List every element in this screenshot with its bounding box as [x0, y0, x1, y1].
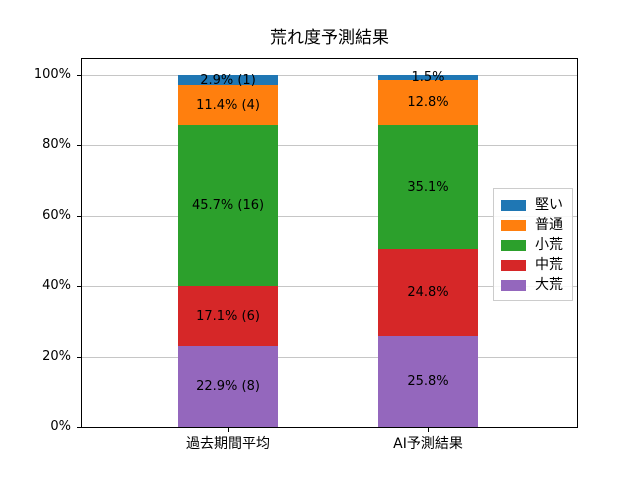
legend-item: 大荒 — [501, 275, 565, 295]
y-axis-tick — [77, 427, 81, 428]
chart-title: 荒れ度予測結果 — [270, 28, 389, 48]
bar-segment-label: 1.5% — [411, 70, 445, 86]
bar-segment-label: 24.8% — [407, 285, 449, 301]
y-axis-tick — [77, 356, 81, 358]
legend-swatch — [501, 219, 526, 231]
bar-segment: 35.1% — [378, 125, 478, 249]
y-tick-label: 60% — [42, 207, 71, 223]
y-axis-tick — [77, 286, 81, 288]
bar-segment: 12.8% — [378, 80, 478, 126]
y-axis-tick — [77, 145, 81, 147]
legend-label: 大荒 — [535, 277, 563, 293]
legend-label: 普通 — [535, 217, 563, 233]
gridline — [82, 75, 577, 76]
y-tick-label: 40% — [42, 278, 71, 294]
bar-segment: 24.8% — [378, 248, 478, 337]
legend-label: 小荒 — [535, 237, 563, 253]
y-tick-label: 100% — [33, 67, 71, 82]
legend-item: 普通 — [501, 215, 565, 235]
bar-segment-label: 17.1% (6) — [196, 308, 260, 324]
bar-segment: 1.5% — [378, 70, 478, 86]
y-tick-label: 0% — [50, 419, 71, 434]
legend-item: 小荒 — [501, 235, 565, 255]
legend-swatch — [501, 279, 526, 291]
bar-segment-label: 35.1% — [407, 179, 449, 195]
bar-segment-label: 45.7% (16) — [191, 198, 265, 214]
y-tick-label: 80% — [42, 137, 71, 153]
bar-segment: 45.7% (16) — [178, 125, 278, 287]
legend-item: 中荒 — [501, 255, 565, 275]
gridline — [82, 145, 577, 147]
legend-label: 堅い — [535, 197, 563, 213]
x-axis-tick — [428, 428, 429, 432]
y-tick-label: 20% — [42, 348, 71, 364]
bar-segment: 2.9% (1) — [178, 72, 278, 88]
bar-segment-label: 11.4% (4) — [196, 97, 260, 113]
bar-segment-label: 12.8% — [407, 95, 449, 111]
legend-label: 中荒 — [535, 257, 563, 273]
bar-segment: 11.4% (4) — [178, 85, 278, 126]
legend-swatch — [501, 259, 526, 271]
legend: 堅い普通小荒中荒大荒 — [493, 188, 573, 301]
bar-segment-label: 22.9% (8) — [196, 379, 260, 395]
legend-swatch — [501, 239, 526, 251]
x-tick-label: AI予測結果 — [393, 436, 463, 452]
bar-segment: 25.8% — [378, 336, 478, 427]
bar-segment-label: 2.9% (1) — [200, 72, 256, 88]
gridline — [82, 286, 577, 288]
y-axis-tick — [77, 75, 81, 76]
x-tick-label: 過去期間平均 — [186, 436, 270, 452]
gridline — [82, 356, 577, 358]
legend-swatch — [501, 199, 526, 211]
bar-segment: 17.1% (6) — [178, 286, 278, 347]
bar-segment-label: 25.8% — [407, 374, 449, 390]
y-axis-tick — [77, 215, 81, 217]
gridline — [82, 215, 577, 217]
x-axis-tick — [228, 428, 229, 432]
bar-segment: 22.9% (8) — [178, 346, 278, 427]
legend-item: 堅い — [501, 195, 565, 215]
